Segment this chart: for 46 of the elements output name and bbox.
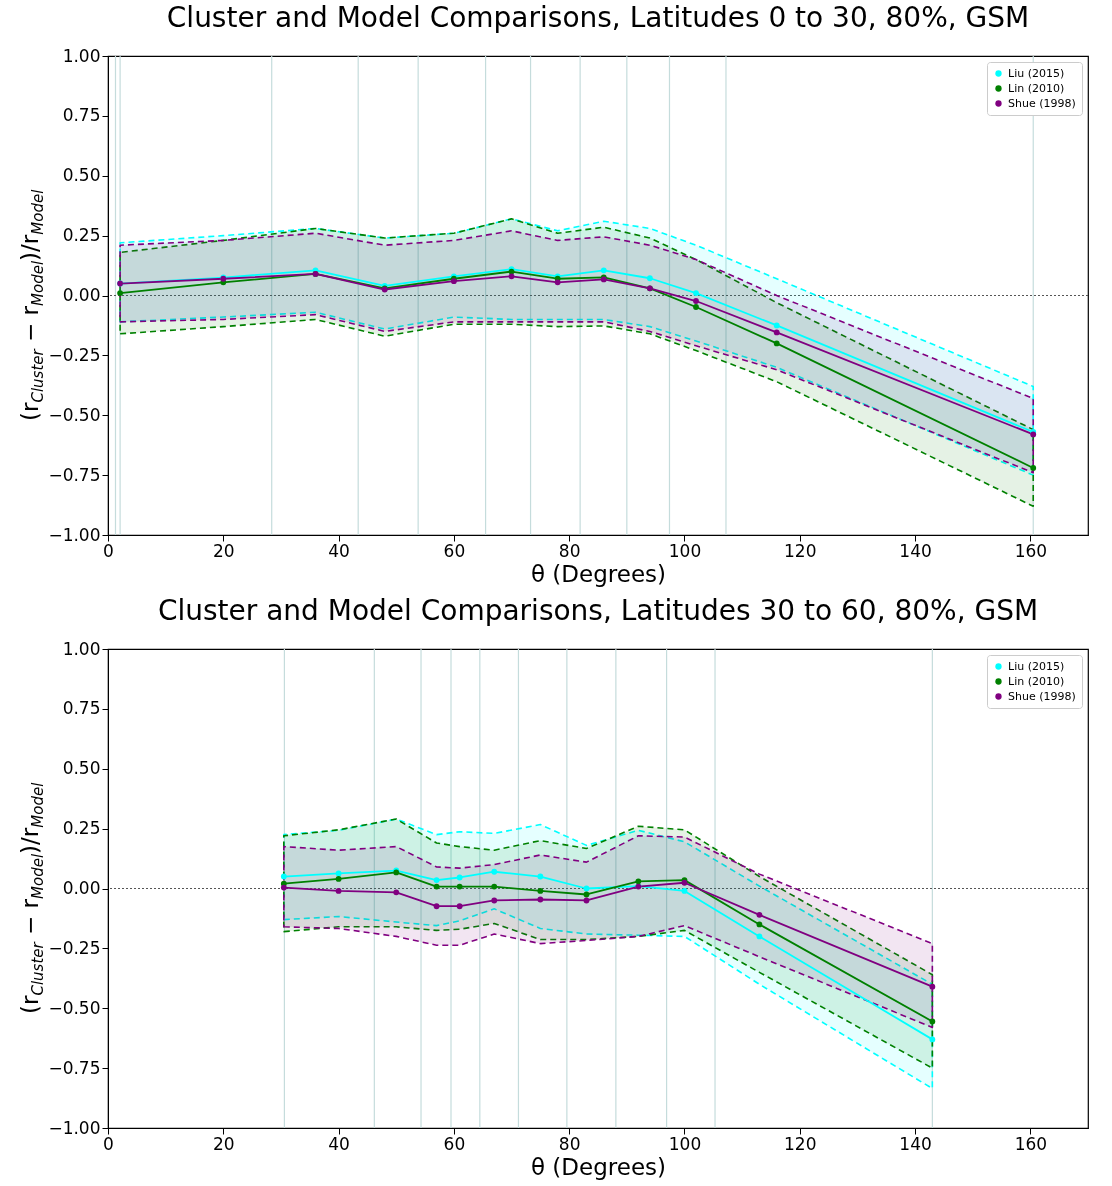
- x-tick-label: 0: [103, 540, 114, 561]
- y-tick-label: 0.50: [62, 758, 101, 779]
- x-tick-label: 0: [103, 1133, 114, 1154]
- chart-title: Cluster and Model Comparisons, Latitudes 0 to 30, 80%, GSM: [166, 1, 1030, 34]
- y-tick-label: 1.00: [62, 638, 101, 659]
- x-tick-label: 100: [668, 1133, 702, 1154]
- x-axis-title: θ (Degrees): [530, 560, 667, 587]
- legend-label: Lin (2010): [1008, 674, 1065, 688]
- y-tick-label: 0.25: [62, 225, 101, 246]
- y-tick-label: 0.75: [62, 105, 101, 126]
- legend-label: Liu (2015): [1008, 66, 1065, 80]
- y-tick-label: 0.00: [62, 878, 101, 898]
- x-tick-label: 120: [784, 540, 817, 561]
- legend-label: Shue (1998): [1008, 96, 1076, 110]
- legend-label: Lin (2010): [1008, 81, 1065, 95]
- legend-label: Shue (1998): [1008, 689, 1076, 703]
- x-tick-label: 120: [784, 1133, 817, 1154]
- y-tick-label: −0.75: [48, 464, 101, 485]
- y-tick-label: −1.00: [48, 524, 101, 545]
- y-tick-label: 0.50: [62, 165, 101, 186]
- x-tick-label: 140: [899, 1133, 932, 1154]
- x-tick-label: 80: [558, 540, 581, 561]
- y-tick-label: 0.25: [62, 818, 101, 839]
- x-tick-label: 20: [212, 540, 235, 561]
- x-tick-label: 40: [328, 540, 350, 561]
- y-tick-label: −0.50: [48, 997, 101, 1018]
- y-tick-label: −0.25: [48, 344, 101, 365]
- y-tick-label: −1.00: [48, 1117, 101, 1138]
- x-tick-label: 40: [328, 1133, 350, 1154]
- chart-title: Cluster and Model Comparisons, Latitudes 30 to 60, 80%, GSM: [157, 594, 1039, 627]
- x-tick-label: 100: [668, 540, 702, 561]
- legend-label: Liu (2015): [1008, 659, 1065, 673]
- y-tick-label: 0.00: [62, 285, 101, 305]
- y-tick-label: −0.25: [48, 937, 101, 958]
- x-tick-label: 20: [212, 1133, 235, 1154]
- y-tick-label: −0.75: [48, 1057, 101, 1078]
- x-tick-label: 160: [1014, 1133, 1048, 1154]
- x-tick-label: 80: [558, 1133, 581, 1154]
- x-tick-label: 60: [443, 1133, 466, 1154]
- y-tick-label: 0.75: [62, 698, 101, 719]
- x-tick-label: 60: [443, 540, 466, 561]
- x-axis-title: θ (Degrees): [530, 1153, 667, 1180]
- x-tick-label: 160: [1014, 540, 1048, 561]
- y-tick-label: −0.50: [48, 404, 101, 425]
- x-tick-label: 140: [899, 540, 932, 561]
- y-tick-label: 1.00: [62, 45, 101, 66]
